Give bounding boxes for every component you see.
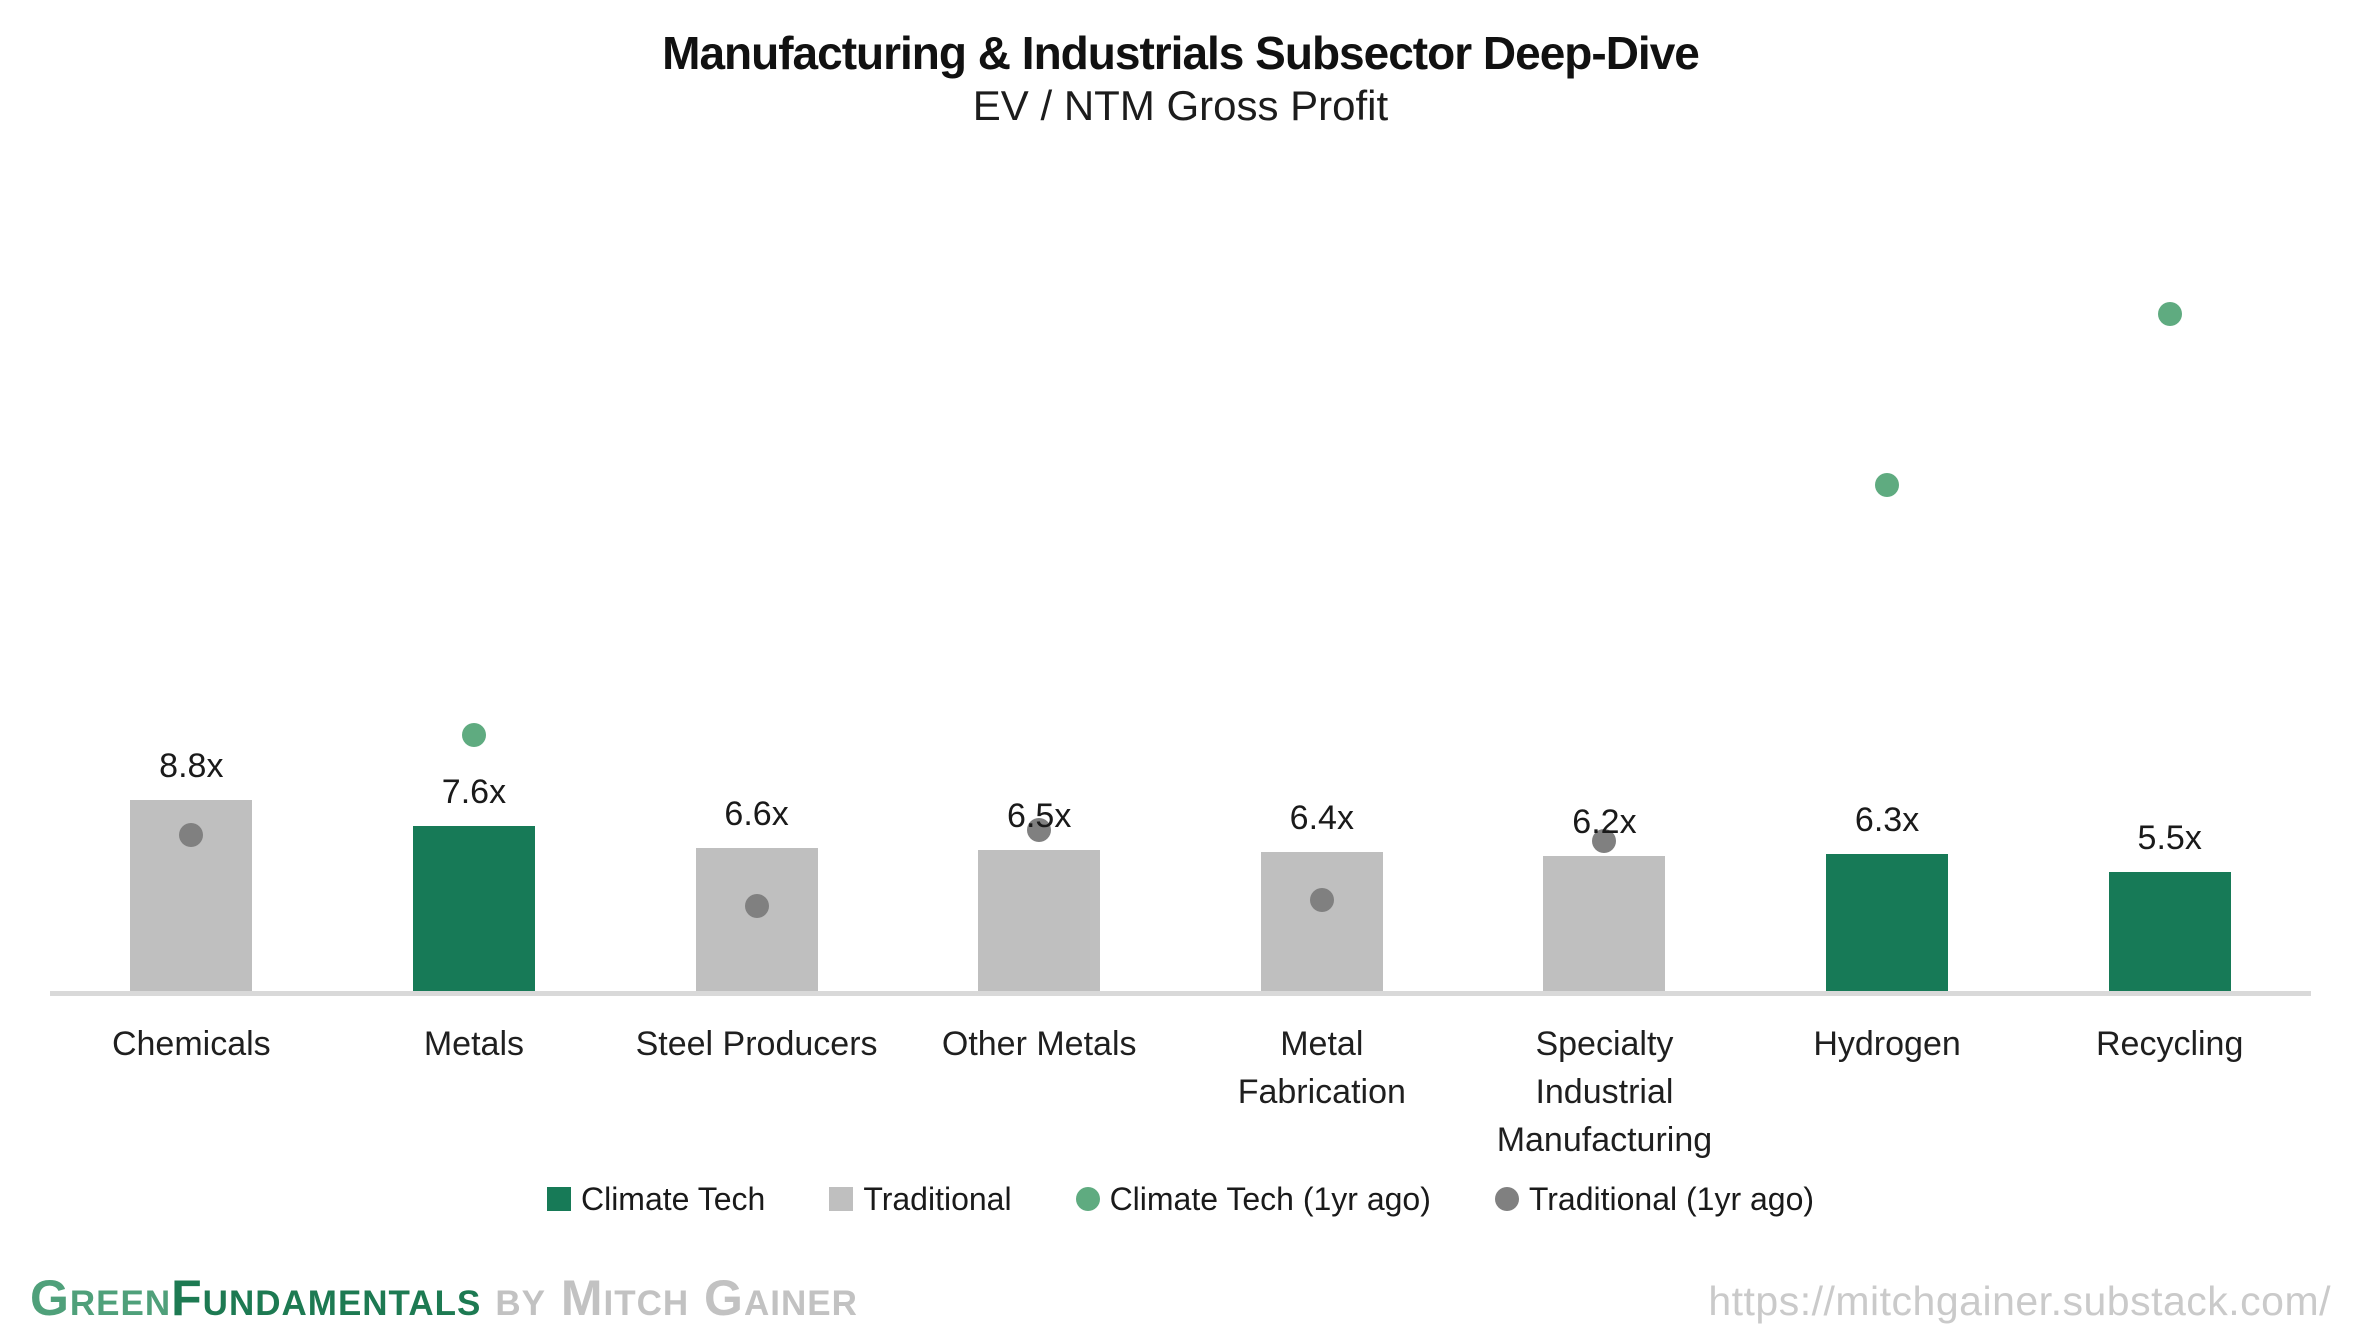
brand-logo-text: GreenFundamentals by Mitch Gainer [30,1269,858,1327]
bar-metals [412,825,535,991]
dot-other-metals [1027,817,1052,842]
category-label-recycling: Recycling [2095,1024,2244,1063]
legend-square-icon [829,1187,854,1212]
value-label-hydrogen: 6.3x [1854,800,1920,839]
category-label-other-metals: Other Metals [941,1024,1137,1063]
dot-steel-producers [744,893,769,918]
chart-column-recycling: 5.5x [2028,291,2311,991]
chart-column-metals: 7.6x [333,291,616,991]
bar-hydrogen [1826,853,1949,991]
category-label-chemicals: Chemicals [111,1024,271,1063]
x-axis-line [50,990,2311,996]
dot-specialty-industrial-manufacturing [1592,828,1617,853]
value-label-chemicals: 8.8x [159,746,224,785]
legend-label: Traditional (1yr ago) [1528,1180,1815,1217]
category-axis-labels: Chemicals Metals Steel Producers Other Meta… [50,1020,2311,1165]
chart-column-other-metals: 6.5x [898,291,1181,991]
bar-other-metals [978,849,1101,991]
value-label-metal-fabrication: 6.4x [1289,798,1354,837]
legend-item-traditional-1yr-ago: Traditional (1yr ago) [1494,1180,1815,1218]
bar-metal-fabrication [1260,851,1383,991]
category-label-metals: Metals [423,1024,524,1063]
value-label-steel-producers: 6.6x [724,794,789,833]
bar-specialty-industrial-manufacturing [1543,855,1666,991]
dot-hydrogen [1875,472,1900,497]
brand-dark-part: Fundamentals [171,1270,482,1326]
legend-circle-icon [1075,1187,1100,1212]
legend-item-traditional: Traditional [829,1180,1012,1218]
dot-chemicals [179,822,204,847]
category-label-steel-producers: Steel Producers [635,1024,878,1063]
category-label-specialty-industrial-manufacturing: Specialty Industrial Manufacturing [1496,1024,1713,1160]
value-label-other-metals: 6.5x [1007,796,1072,835]
category-label-hydrogen: Hydrogen [1813,1024,1961,1063]
brand-byline: by Mitch Gainer [495,1270,858,1326]
brand-green-part: Green [30,1270,172,1326]
chart-column-chemicals: 8.8x [50,291,333,991]
bar-recycling [2108,871,2231,991]
legend-label: Climate Tech (1yr ago) [1109,1180,1431,1217]
value-label-metals: 7.6x [441,772,507,811]
chart-column-specialty-industrial-manufacturing: 6.2x [1463,291,1746,991]
chart-column-steel-producers: 6.6x [615,291,898,991]
dot-recycling [2157,301,2182,326]
dot-metals [461,722,486,747]
legend-square-icon [546,1187,571,1212]
chart-column-metal-fabrication: 6.4x [1181,291,1464,991]
source-url: https://mitchgainer.substack.com/ [1708,1278,2331,1324]
legend-label: Traditional [863,1180,1012,1217]
chart-column-hydrogen: 6.3x [1746,291,2029,991]
bar-steel-producers [695,847,818,991]
page-title: Manufacturing & Industrials Subsector De… [662,27,1700,79]
legend: Climate Tech Traditional Climate Tech (1yr… [0,1181,2361,1218]
chart-area: 8.8x 7.6x 6.6x 6.5x 6.4x 6.2x 6.3x 5.5x Chemica… [50,291,2311,1165]
value-label-specialty-industrial-manufacturing: 6.2x [1572,802,1637,841]
plot-area: 8.8x 7.6x 6.6x 6.5x 6.4x 6.2x 6.3x 5.5x [50,291,2311,991]
chart-header: Manufacturing & Industrials Subsector De… [0,0,2361,133]
dot-metal-fabrication [1309,887,1334,912]
legend-item-climate-tech: Climate Tech [546,1180,766,1218]
legend-label: Climate Tech [580,1180,766,1217]
legend-item-climate-tech-1yr-ago: Climate Tech (1yr ago) [1075,1180,1431,1218]
category-label-metal-fabrication: Metal Fabrication [1237,1024,1406,1112]
page-subtitle: EV / NTM Gross Profit [972,82,1389,130]
value-label-recycling: 5.5x [2137,818,2202,857]
legend-circle-icon [1494,1187,1519,1212]
footer: GreenFundamentals by Mitch Gainer https:/… [30,1269,2331,1327]
